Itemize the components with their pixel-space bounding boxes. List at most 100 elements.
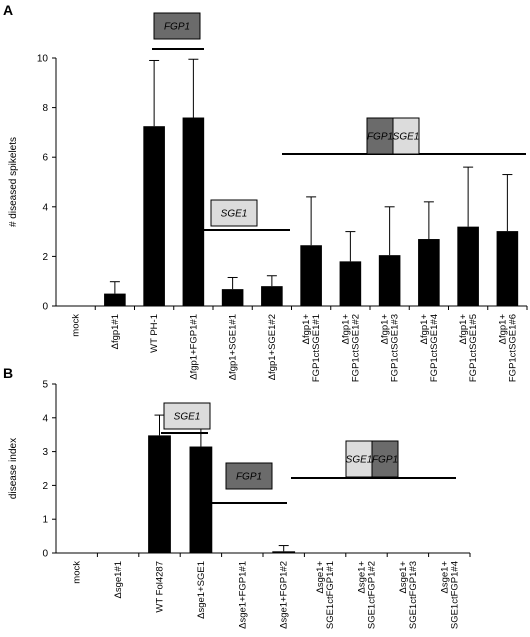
panel-b-category-label: Δsge1+SGE1 (196, 561, 207, 619)
panel-b-gene-box (163, 402, 211, 430)
panel-b-category-label: Δsge1#1 (113, 561, 124, 599)
panel-b-category-label: Δsge1+SGE1ctFGP1#4 (439, 561, 460, 630)
panel-b-category-label: Δsge1+SGE1ctFGP1#3 (398, 561, 419, 630)
panel-a-bar (339, 261, 362, 306)
panel-a-bar (143, 126, 165, 306)
panel-b-category-label: WT Fol4287 (155, 561, 166, 613)
panel-a-y-tick-label: 10 (37, 54, 49, 65)
panel-b-y-tick-label: 3 (42, 447, 48, 458)
panel-b-y-axis-label: disease index (8, 438, 19, 499)
panel-a-bar (182, 117, 205, 307)
panel-a-category-label-line: Δfgp1+ (458, 314, 469, 345)
panel-b-category-label: Δsge1+SGE1ctFGP1#1 (315, 561, 336, 630)
panel-b-gene-box (371, 440, 399, 478)
panel-a-category-label-line: Δfgp1+FGP1#1 (188, 314, 199, 380)
panel-b-category-label-line: SGE1ctFGP1#4 (449, 561, 460, 629)
panel-a-category-label-line: mock (71, 314, 82, 337)
panel-a-bar (496, 231, 519, 306)
panel-b-category-label-line: Δsge1#1 (113, 561, 124, 599)
panel-a-category-label: Δfgp1#1 (110, 314, 121, 349)
panel-b-bar (189, 446, 213, 553)
panel-b-gene-box (345, 440, 373, 478)
panel-a-category-label-line: Δfgp1+ (380, 314, 391, 345)
panel-a-bar (221, 289, 244, 306)
panel-a-category-label-line: Δfgp1#1 (110, 314, 121, 349)
panel-b-category-label: mock (72, 561, 83, 584)
panel-b-y-tick-label: 1 (42, 515, 48, 526)
panel-b-gene-box (225, 462, 273, 490)
panel-a-category-label-line: Δfgp1+ (301, 314, 312, 345)
panel-a-bar (104, 293, 126, 306)
panel-a-bar (300, 245, 322, 306)
panel-b-category-label-line: Δsge1+ (439, 561, 450, 594)
panel-b-category-label-line: mock (72, 561, 83, 584)
panel-b-category-label-line: SGE1ctFGP1#2 (367, 561, 378, 629)
panel-b-chart: 0 1 2 3 4 5 disease index mock Δsge1#1 WT Fol4287… (8, 380, 471, 630)
panel-a-category-label-line: FGP1ctSGE1#1 (311, 314, 322, 382)
panel-a-bar (418, 239, 440, 306)
panel-a-category-label: Δfgp1+FGP1#1 (188, 314, 199, 380)
panel-a-category-label-line: FGP1ctSGE1#6 (507, 314, 518, 382)
panel-b-category-label-line: WT Fol4287 (155, 561, 166, 613)
panel-a-category-label: mock (71, 314, 82, 337)
panel-a-category-label: Δfgp1+FGP1ctSGE1#1 (301, 314, 322, 383)
panel-a-y-tick-label: 8 (42, 103, 48, 114)
panel-a-y-tick-label: 0 (42, 302, 48, 313)
panel-a-gene-box-label: FGP1 (367, 132, 393, 143)
panel-a-category-label: Δfgp1+FGP1ctSGE1#4 (419, 314, 440, 383)
panel-a-y-tick-label: 6 (42, 153, 48, 164)
panel-b-y-tick-label: 2 (42, 481, 48, 492)
panel-b-category-label-line: SGE1ctFGP1#3 (408, 561, 419, 629)
panel-a-category-label-line: Δfgp1+SGE1#1 (228, 314, 239, 380)
panel-b-gene-box-label: SGE1 (346, 455, 373, 466)
panel-a-y-axis-label: # diseased spikelets (8, 137, 19, 227)
panel-b-category-label: Δsge1+SGE1ctFGP1#2 (357, 561, 378, 630)
panel-a-gene-box (210, 199, 258, 227)
panel-a-category-label-line: Δfgp1+ (497, 314, 508, 345)
panel-b-category-label-line: Δsge1+FGP1#1 (237, 561, 248, 629)
panel-b-bar (272, 551, 296, 553)
panel-a-category-label: Δfgp1+SGE1#1 (228, 314, 239, 380)
panel-a-chart: 0 2 4 6 8 10 # diseased spikelets mock Δfgp1#1 WT… (8, 12, 528, 383)
panel-b-gene-box-label: SGE1 (174, 412, 201, 423)
panel-a-y-tick-label: 2 (42, 252, 48, 263)
panel-a-y-tick-label: 4 (42, 202, 48, 213)
panel-b-letter: B (3, 365, 13, 381)
panel-a-gene-box-label: FGP1 (164, 22, 190, 33)
panel-a-gene-box (153, 12, 201, 40)
panel-a-gene-box-label: SGE1 (393, 132, 420, 143)
panel-b-gene-box-label: FGP1 (372, 455, 398, 466)
panel-b-y-tick-label: 4 (42, 413, 48, 424)
panel-a-category-label: Δfgp1+FGP1ctSGE1#6 (497, 314, 518, 383)
panel-a-category-label-line: FGP1ctSGE1#3 (390, 314, 401, 382)
panel-b-category-label: Δsge1+FGP1#2 (279, 561, 290, 629)
panel-a-gene-box (392, 117, 420, 155)
panel-a-category-label: Δfgp1+FGP1ctSGE1#2 (340, 314, 361, 383)
panel-b-category-label-line: Δsge1+ (357, 561, 368, 594)
panel-b-y-tick-label: 0 (42, 549, 48, 560)
panel-a-category-label: Δfgp1+FGP1ctSGE1#5 (458, 314, 479, 383)
panel-a-bar (378, 255, 401, 306)
panel-a-bar (261, 286, 283, 306)
panel-b-category-label: Δsge1+FGP1#1 (237, 561, 248, 629)
panel-a-category-label: Δfgp1+SGE1#2 (267, 314, 278, 380)
panel-a-category-label-line: Δfgp1+ (419, 314, 430, 345)
panel-a-category-label-line: Δfgp1+SGE1#2 (267, 314, 278, 380)
panel-b-y-tick-label: 5 (42, 380, 48, 391)
panel-a-bar (457, 226, 479, 306)
panel-b-category-label-line: Δsge1+ (398, 561, 409, 594)
panel-a-category-label: WT PH-1 (149, 314, 160, 353)
panel-a-category-label-line: FGP1ctSGE1#2 (350, 314, 361, 382)
panel-a-category-label-line: WT PH-1 (149, 314, 160, 353)
panel-a-category-label-line: Δfgp1+ (340, 314, 351, 345)
panel-a-category-label-line: FGP1ctSGE1#5 (468, 314, 479, 382)
panel-b-category-label-line: Δsge1+FGP1#2 (279, 561, 290, 629)
panel-b-category-label-line: Δsge1+ (315, 561, 326, 594)
panel-b-bar (148, 435, 171, 553)
panel-a-letter: A (3, 2, 13, 18)
panel-b-category-label-line: Δsge1+SGE1 (196, 561, 207, 619)
panel-a-category-label-line: FGP1ctSGE1#4 (429, 314, 440, 382)
panel-a-gene-box-label: SGE1 (221, 209, 248, 220)
panel-b-gene-box-label: FGP1 (236, 472, 262, 483)
